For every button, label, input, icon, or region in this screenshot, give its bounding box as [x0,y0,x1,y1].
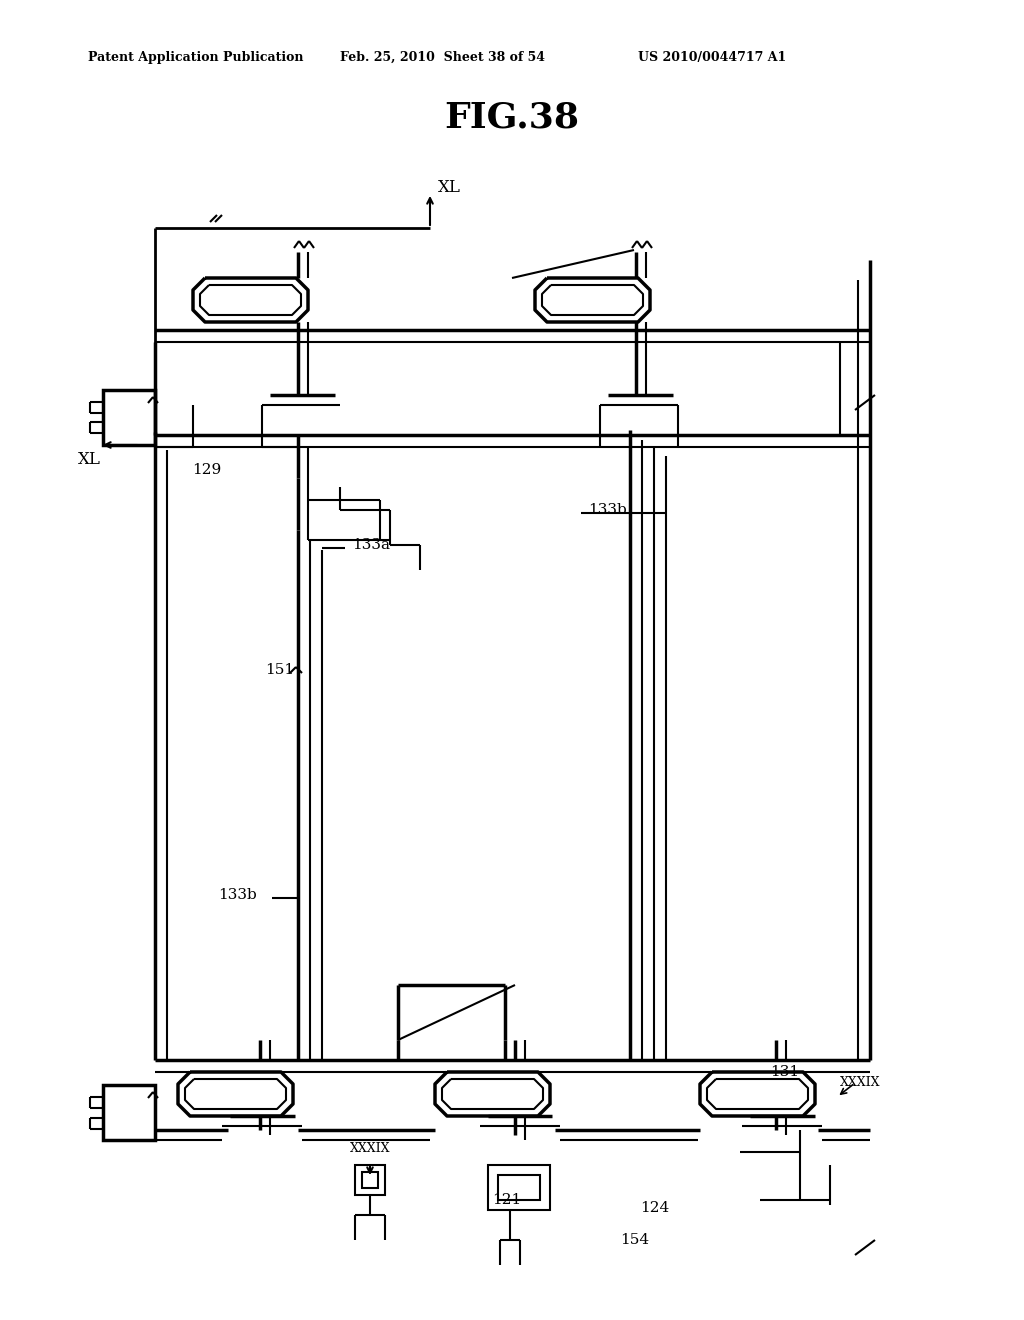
Text: 133b: 133b [218,888,257,902]
Text: 131: 131 [770,1065,799,1078]
Text: 124: 124 [640,1201,670,1214]
Text: XL: XL [438,180,461,197]
Bar [103,389,155,445]
Text: Feb. 25, 2010  Sheet 38 of 54: Feb. 25, 2010 Sheet 38 of 54 [340,50,545,63]
Text: XXXIX: XXXIX [840,1076,881,1089]
Text: FIG.38: FIG.38 [444,102,580,135]
Text: Patent Application Publication: Patent Application Publication [88,50,303,63]
Text: 133b: 133b [588,503,627,517]
Text: 129: 129 [193,463,221,477]
Text: XXXIX: XXXIX [350,1142,390,1155]
Bar [362,1172,378,1188]
Bar [488,1166,550,1210]
Text: 121: 121 [492,1193,521,1206]
Bar [498,1175,540,1200]
Text: US 2010/0044717 A1: US 2010/0044717 A1 [638,50,786,63]
Text: 133a: 133a [352,539,390,552]
Text: 151: 151 [265,663,294,677]
Text: 154: 154 [620,1233,649,1247]
Text: XL: XL [78,451,101,469]
Bar [103,1085,155,1140]
Bar [355,1166,385,1195]
